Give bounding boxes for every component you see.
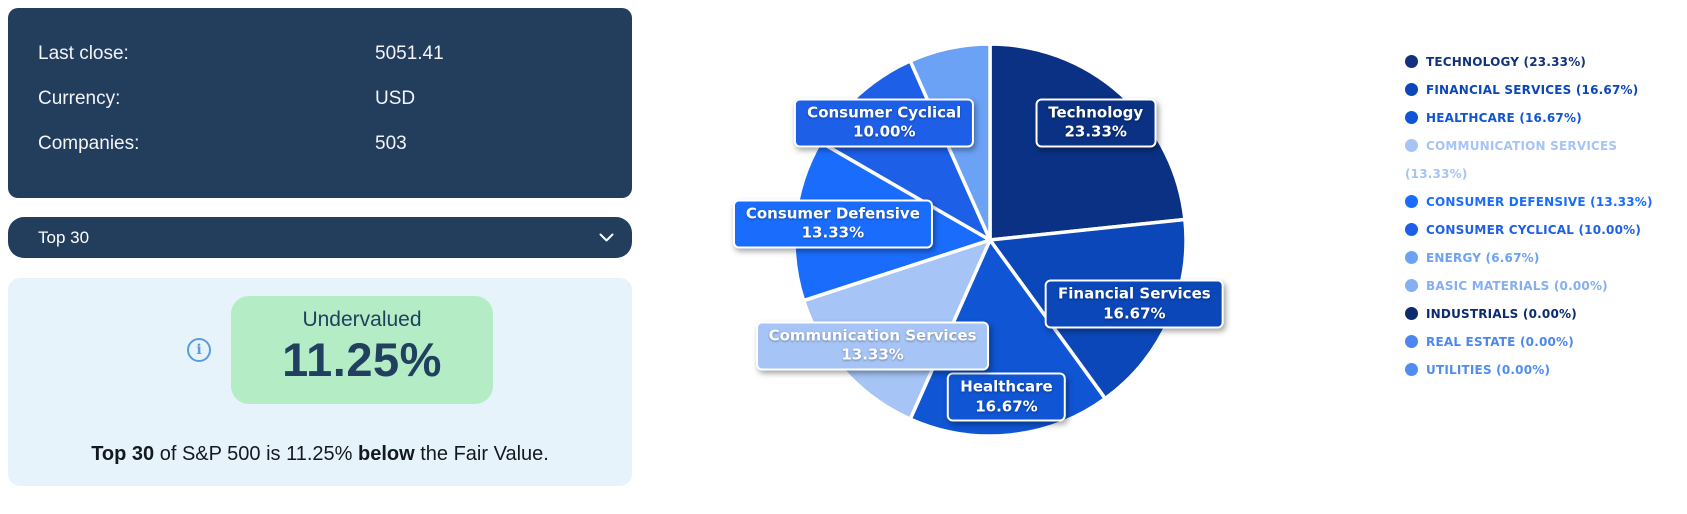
info-icon[interactable]: i — [187, 337, 211, 362]
legend-label: COMMUNICATION SERVICES (13.33%) — [1405, 139, 1618, 181]
sector-legend: TECHNOLOGY (23.33%) FINANCIAL SERVICES (… — [1405, 48, 1675, 384]
legend-label: BASIC MATERIALS (0.00%) — [1426, 279, 1608, 293]
legend-label: INDUSTRIALS (0.00%) — [1426, 307, 1577, 321]
valuation-row: i Undervalued 11.25% — [48, 296, 632, 404]
sector-pie-chart: Technology 23.33% Financial Services 16.67%… — [732, 8, 1240, 478]
legend-dot-icon — [1405, 139, 1418, 152]
legend-item[interactable]: CONSUMER CYCLICAL (10.00%) — [1405, 216, 1675, 244]
legend-dot-icon — [1405, 307, 1418, 320]
summary-label: Companies: — [38, 133, 140, 154]
legend-dot-icon — [1405, 279, 1418, 292]
legend-label: FINANCIAL SERVICES (16.67%) — [1426, 83, 1639, 97]
legend-item[interactable]: ENERGY (6.67%) — [1405, 244, 1675, 272]
valuation-status: Undervalued — [302, 308, 422, 331]
legend-dot-icon — [1405, 335, 1418, 348]
legend-label: ENERGY (6.67%) — [1426, 251, 1540, 265]
valuation-description: Top 30 of S&P 500 is 11.25% below the Fa… — [91, 443, 549, 465]
legend-item[interactable]: BASIC MATERIALS (0.00%) — [1405, 272, 1675, 300]
valuation-badge: Undervalued 11.25% — [231, 296, 493, 404]
legend-label: CONSUMER CYCLICAL (10.00%) — [1426, 223, 1642, 237]
legend-label: HEALTHCARE (16.67%) — [1426, 111, 1582, 125]
desc-direction: below — [358, 443, 415, 465]
legend-dot-icon — [1405, 363, 1418, 376]
legend-item[interactable]: REAL ESTATE (0.00%) — [1405, 328, 1675, 356]
legend-item[interactable]: TECHNOLOGY (23.33%) — [1405, 48, 1675, 76]
summary-row: Currency: USD — [38, 85, 602, 113]
valuation-panel: i Undervalued 11.25% Top 30 of S&P 500 i… — [8, 278, 632, 486]
legend-label: UTILITIES (0.00%) — [1426, 363, 1551, 377]
portfolio-selector-dropdown[interactable]: Top 30 — [8, 217, 632, 258]
summary-row: Companies: 503 — [38, 130, 602, 158]
legend-item[interactable]: HEALTHCARE (16.67%) — [1405, 104, 1675, 132]
summary-value: 5051.41 — [375, 43, 444, 64]
pie-slice-technology[interactable] — [988, 42, 1187, 242]
legend-dot-icon — [1405, 55, 1418, 68]
summary-label: Currency: — [38, 88, 121, 109]
legend-label: TECHNOLOGY (23.33%) — [1426, 55, 1587, 69]
legend-dot-icon — [1405, 83, 1418, 96]
summary-row: Last close: 5051.41 — [38, 40, 602, 68]
legend-dot-icon — [1405, 251, 1418, 264]
legend-item[interactable]: COMMUNICATION SERVICES (13.33%) — [1405, 132, 1675, 188]
summary-panel: Last close: 5051.41 Currency: USD Compan… — [8, 8, 632, 198]
legend-label: CONSUMER DEFENSIVE (13.33%) — [1426, 195, 1653, 209]
legend-label: REAL ESTATE (0.00%) — [1426, 335, 1574, 349]
valuation-percent: 11.25% — [282, 333, 442, 386]
summary-label: Last close: — [38, 43, 129, 64]
chevron-down-icon — [599, 233, 614, 242]
legend-item[interactable]: FINANCIAL SERVICES (16.67%) — [1405, 76, 1675, 104]
legend-dot-icon — [1405, 111, 1418, 124]
legend-item[interactable]: INDUSTRIALS (0.00%) — [1405, 300, 1675, 328]
legend-item[interactable]: UTILITIES (0.00%) — [1405, 356, 1675, 384]
legend-item[interactable]: CONSUMER DEFENSIVE (13.33%) — [1405, 188, 1675, 216]
summary-value: 503 — [375, 133, 407, 154]
desc-portfolio: Top 30 — [91, 443, 155, 465]
summary-value: USD — [375, 88, 416, 109]
pie-chart-svg — [792, 42, 1188, 438]
legend-dot-icon — [1405, 195, 1418, 208]
legend-dot-icon — [1405, 223, 1418, 236]
selector-selected-value: Top 30 — [38, 227, 90, 247]
